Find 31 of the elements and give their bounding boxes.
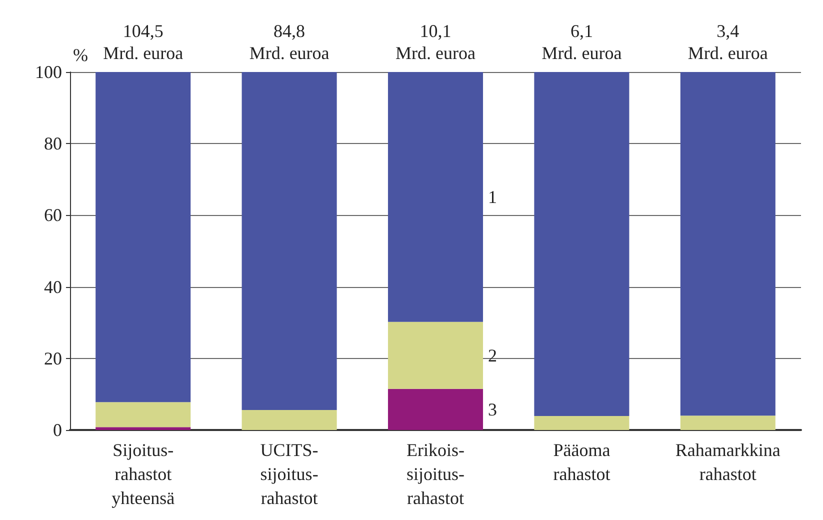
bar <box>680 72 776 416</box>
y-axis-title: % <box>73 45 88 65</box>
y-tick-label: 0 <box>53 420 62 440</box>
y-tick-label: 100 <box>35 62 62 82</box>
bar <box>242 410 337 430</box>
x-tick-label: Pääoma rahastot <box>553 440 610 484</box>
bar <box>388 388 484 430</box>
bar <box>534 416 630 430</box>
bar <box>96 427 191 430</box>
y-tick-label: 60 <box>44 205 62 226</box>
bar <box>388 72 484 322</box>
text: 84,8 Mrd. euroa <box>249 21 330 63</box>
bar <box>242 72 337 410</box>
x-tick-label: Rahamarkkina rahastot <box>675 440 780 484</box>
y-tick-label: 20 <box>44 348 62 368</box>
text: 6,1 Mrd. euroa <box>542 21 622 63</box>
bar <box>680 416 776 430</box>
text: 104,5 Mrd. euroa <box>103 21 184 63</box>
bar <box>96 402 191 428</box>
text: 3,4 Mrd. euroa <box>688 21 768 63</box>
text: 10,1 Mrd. euroa <box>396 21 476 63</box>
bar <box>96 72 191 402</box>
x-tick-label: UCITS- sijoitus- rahastot <box>260 440 318 508</box>
bar <box>534 72 630 416</box>
x-tick-label: Erikois- sijoitus- rahastot <box>406 440 465 508</box>
y-tick-label: 40 <box>44 276 62 297</box>
series-label: 3 <box>488 399 498 420</box>
y-tick-label: 80 <box>44 134 62 154</box>
series-label: 1 <box>488 186 498 207</box>
bar <box>388 322 484 389</box>
x-tick-label: Sijoitus- rahastot yhteensä <box>112 440 175 508</box>
